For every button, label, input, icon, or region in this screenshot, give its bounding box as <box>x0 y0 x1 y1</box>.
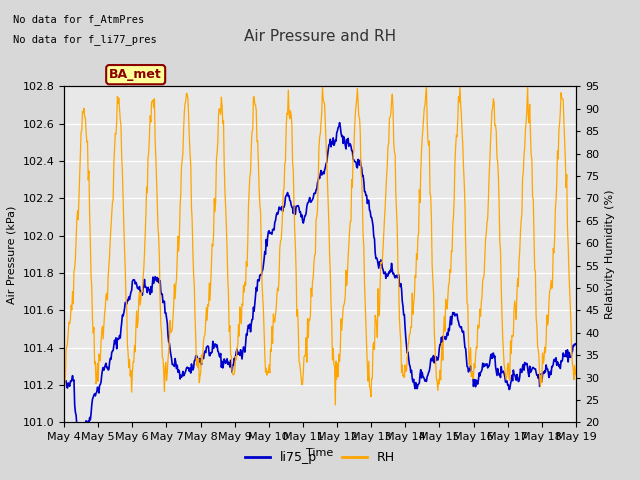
Text: No data for f_AtmPres: No data for f_AtmPres <box>13 14 144 25</box>
Text: Air Pressure and RH: Air Pressure and RH <box>244 29 396 44</box>
Text: BA_met: BA_met <box>109 68 162 81</box>
X-axis label: Time: Time <box>307 448 333 457</box>
Text: No data for f_li77_pres: No data for f_li77_pres <box>13 34 157 45</box>
Y-axis label: Relativity Humidity (%): Relativity Humidity (%) <box>605 190 614 319</box>
Legend: li75_p, RH: li75_p, RH <box>240 446 400 469</box>
Y-axis label: Air Pressure (kPa): Air Pressure (kPa) <box>7 205 17 303</box>
